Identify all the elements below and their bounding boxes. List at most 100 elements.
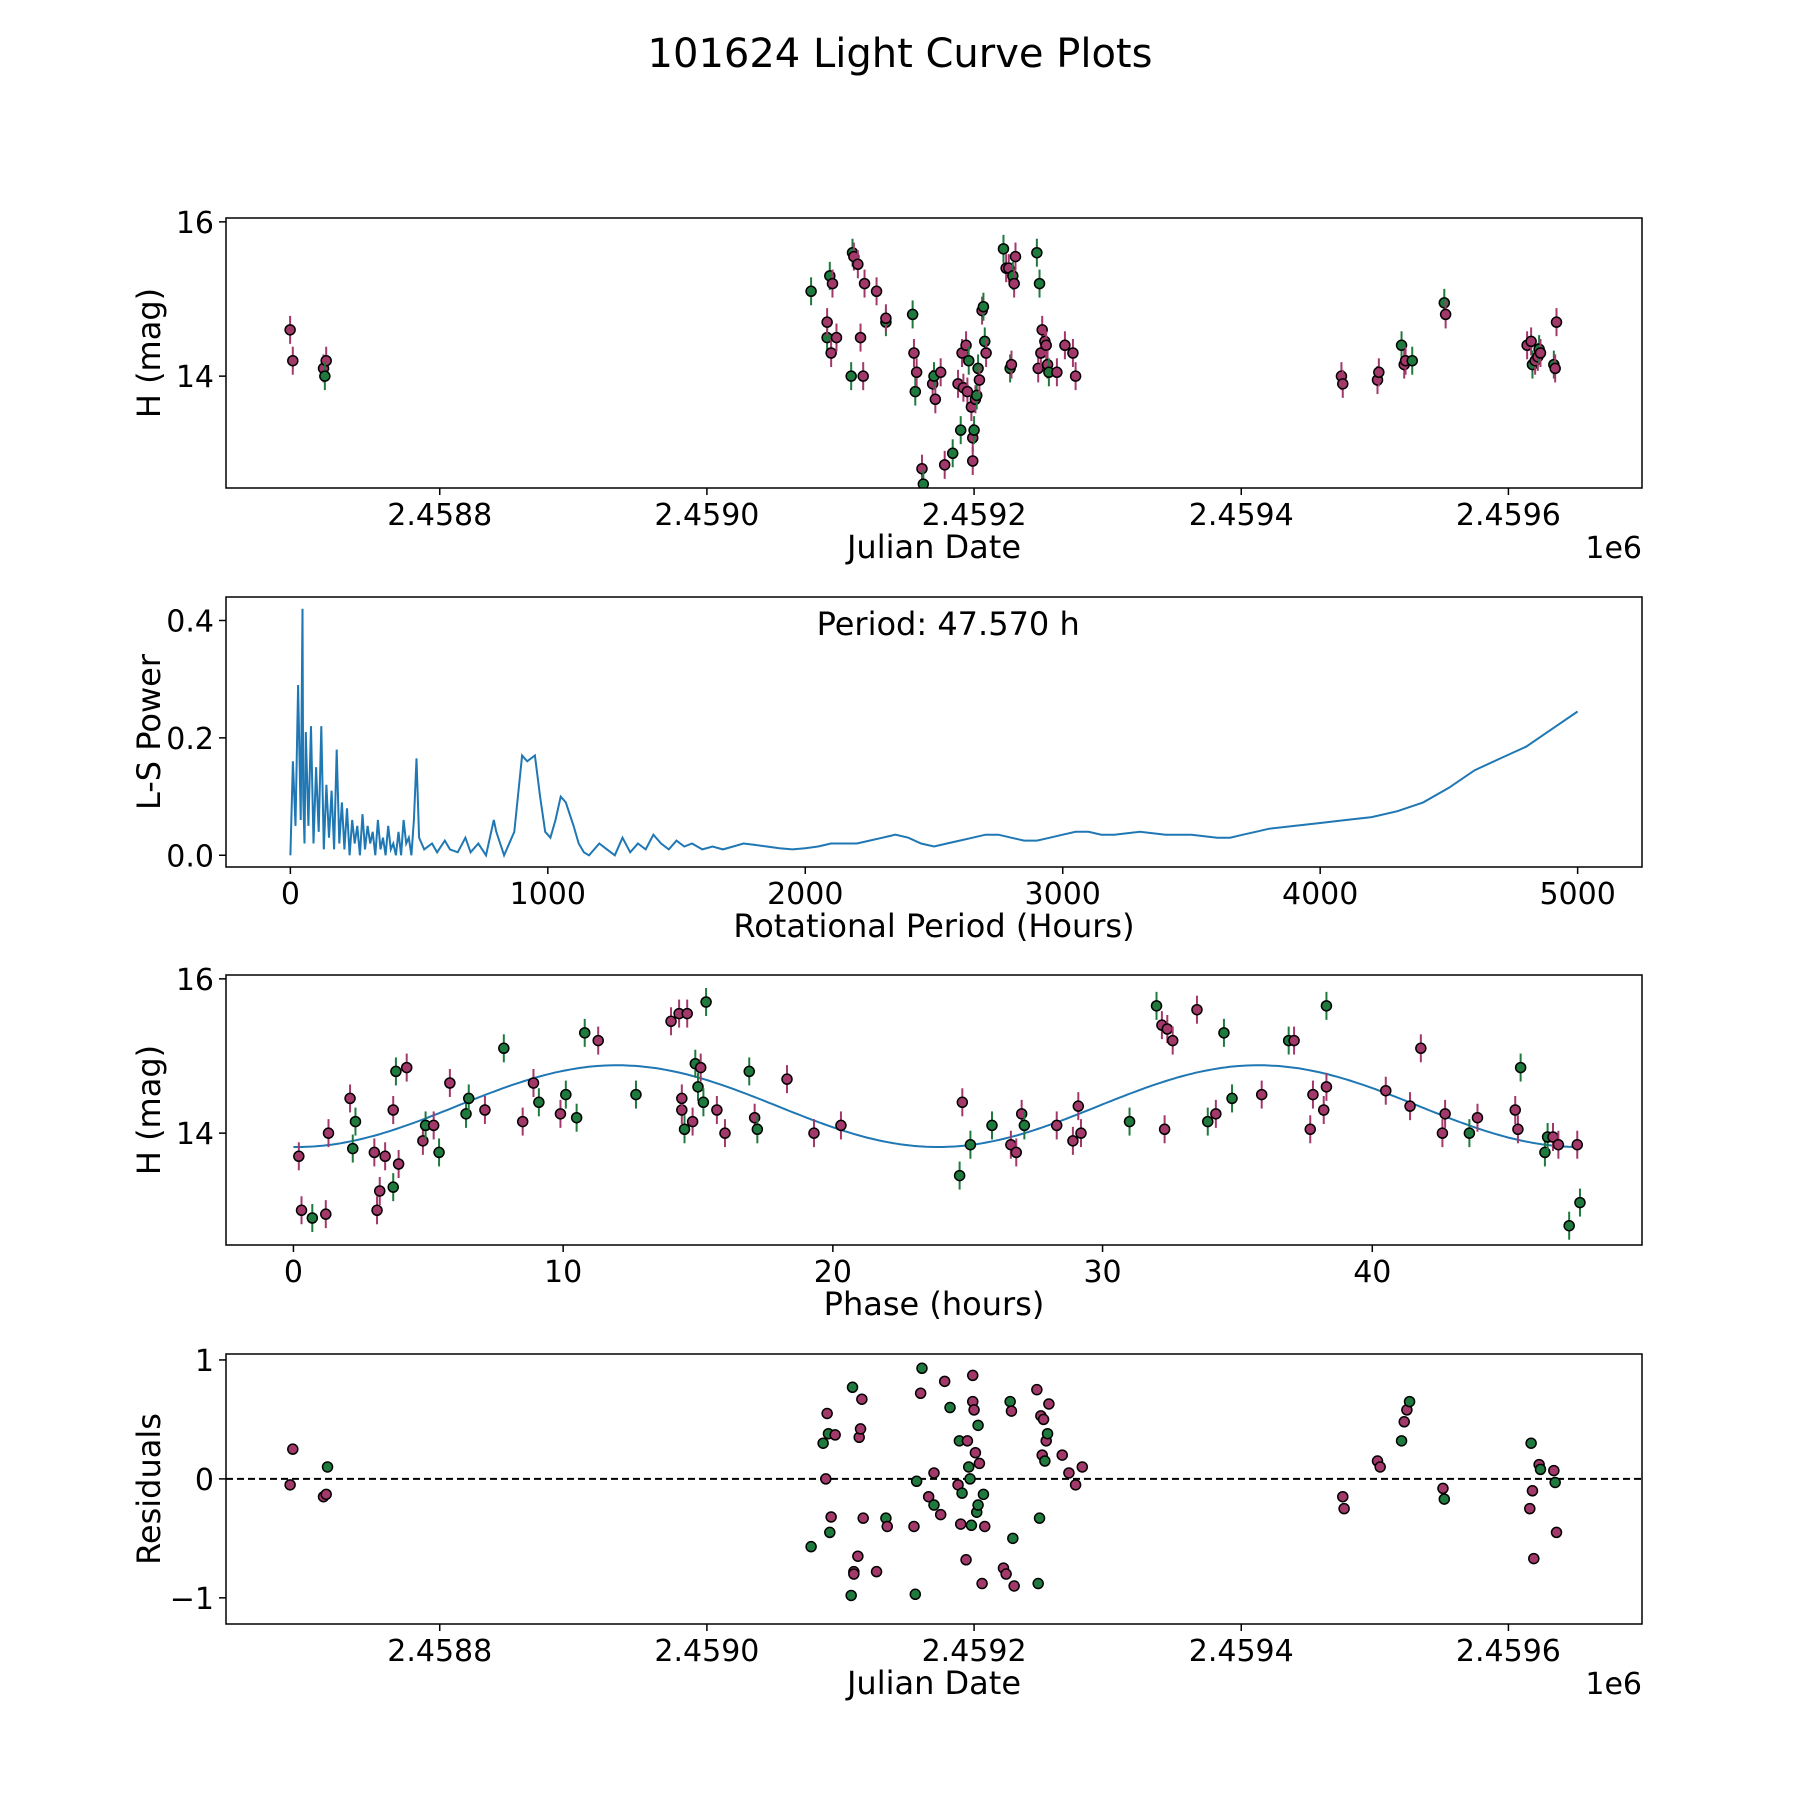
data-point [824, 1526, 836, 1539]
data-point [665, 1015, 677, 1028]
data-point [387, 1104, 399, 1116]
data-point [1438, 1493, 1451, 1505]
data-point [686, 1115, 699, 1128]
data-point [1438, 297, 1451, 309]
data-point [848, 1568, 860, 1580]
phasecurve-plot-area [293, 988, 1586, 1240]
data-point [964, 1473, 976, 1485]
data-point [1255, 1088, 1268, 1101]
data-point [1039, 1455, 1051, 1467]
data-point [979, 335, 991, 348]
data-point [1380, 1084, 1392, 1097]
data-point [1374, 1461, 1386, 1473]
data-point [953, 1169, 966, 1182]
data-point [854, 331, 867, 344]
data-point [320, 354, 332, 367]
data-point [934, 1508, 947, 1521]
phasecurve-axes-frame [225, 974, 1643, 1246]
data-point [344, 1092, 356, 1105]
x-tick-label: 2.4596 [1456, 1634, 1561, 1669]
data-point [922, 1490, 935, 1503]
data-point [852, 258, 864, 271]
data-point [560, 1088, 572, 1101]
y-tick-label: −1 [170, 1582, 214, 1617]
power-spectrum-line [289, 608, 1579, 859]
residuals-panel: 2.4588 2.4590 2.4592 2.4594 2.4596 −1 0 1 Julian… [130, 1344, 1643, 1702]
x-axis-label: Rotational Period (Hours) [733, 907, 1134, 945]
data-point [322, 1127, 335, 1139]
x-tick-label: 3000 [1025, 877, 1101, 912]
data-point [966, 1369, 979, 1382]
data-point [808, 1127, 820, 1139]
data-point [805, 1540, 817, 1553]
data-point [1158, 1123, 1171, 1136]
data-point [1051, 366, 1063, 379]
data-point [692, 1081, 704, 1093]
data-point [1123, 1115, 1136, 1128]
lightcurve-axes-frame [225, 217, 1643, 489]
data-point [973, 374, 986, 386]
data-point [1526, 1485, 1539, 1497]
lightcurve-panel: 2.4588 2.4590 2.4592 2.4594 2.4596 14 16 Julian… [130, 206, 1643, 566]
x-tick-label: 1000 [510, 877, 586, 912]
data-point [462, 1092, 475, 1105]
data-point [976, 1577, 988, 1590]
data-point [320, 1208, 332, 1220]
data-point [697, 1096, 710, 1109]
data-point [977, 1488, 990, 1501]
data-point [1018, 1119, 1031, 1132]
data-point [961, 385, 974, 398]
data-point [681, 1007, 693, 1020]
data-point [1404, 1100, 1416, 1112]
data-point [817, 1437, 829, 1449]
data-point [908, 347, 920, 359]
data-point [870, 285, 883, 298]
data-point [694, 1061, 707, 1074]
data-point [954, 1518, 967, 1530]
data-point [1317, 1104, 1330, 1116]
data-point [751, 1123, 764, 1136]
data-point [1534, 347, 1547, 359]
data-point [1031, 246, 1043, 259]
data-point [1037, 1413, 1050, 1426]
data-point [570, 1111, 583, 1124]
data-point [1552, 1138, 1565, 1151]
data-point [319, 370, 331, 382]
periodogram-axes-frame [225, 596, 1643, 868]
data-point [835, 1119, 847, 1132]
data-point [965, 1519, 978, 1532]
data-point [852, 1550, 864, 1562]
lightcurve-plot-area [284, 234, 1563, 488]
data-point [917, 478, 930, 488]
data-point [1549, 362, 1561, 375]
data-point [1033, 277, 1046, 290]
data-point [856, 1393, 868, 1405]
data-point [954, 424, 967, 436]
data-point [870, 1565, 883, 1578]
data-point [287, 354, 299, 367]
data-point [1059, 339, 1071, 352]
data-point [379, 1150, 391, 1163]
x-tick-label: 30 [1083, 1255, 1121, 1290]
data-point [910, 1475, 923, 1488]
y-axis-label: L-S Power [130, 653, 168, 810]
data-point [1067, 347, 1079, 359]
data-point [444, 1077, 456, 1089]
data-point [825, 1511, 837, 1523]
data-point [986, 1119, 998, 1132]
data-point [934, 366, 947, 379]
data-point [630, 1088, 642, 1101]
data-point [1210, 1108, 1222, 1120]
residuals-plot-area [226, 1362, 1642, 1602]
data-point [1571, 1138, 1584, 1151]
data-point [390, 1065, 402, 1078]
data-point [1032, 1577, 1044, 1590]
data-point [1534, 1463, 1547, 1476]
data-point [928, 1499, 940, 1511]
x-tick-label: 4000 [1282, 877, 1358, 912]
data-point [968, 1404, 980, 1416]
data-point [826, 277, 839, 290]
data-point [554, 1108, 567, 1120]
data-point [825, 347, 837, 359]
